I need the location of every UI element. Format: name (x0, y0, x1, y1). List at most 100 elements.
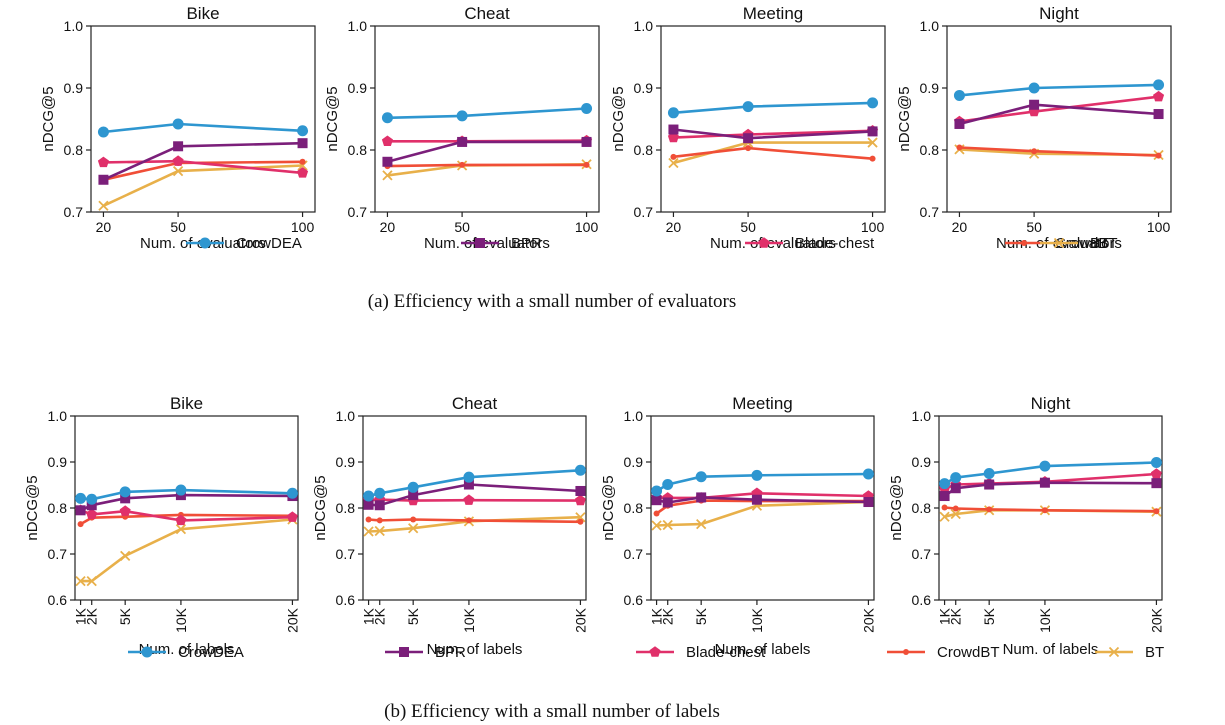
plot-frame (374, 25, 600, 213)
plot-frame (74, 415, 299, 601)
data-point (119, 486, 131, 498)
data-point (939, 491, 950, 502)
y-tick-label: 0.6 (336, 592, 356, 608)
data-point (119, 505, 131, 516)
y-axis-label: nDCG@5 (40, 86, 57, 151)
data-point (662, 479, 674, 491)
y-tick-label: 0.9 (336, 454, 356, 470)
chart-title: Cheat (452, 394, 498, 413)
legend-label: Blade-chest (795, 235, 875, 252)
data-point (950, 472, 962, 484)
x-tick-label: 1K (937, 607, 953, 625)
y-axis-label: nDCG@5 (896, 86, 913, 151)
x-tick-label: 5K (981, 607, 997, 625)
data-point (983, 468, 995, 479)
data-point (742, 101, 754, 113)
chart-title: Night (1031, 394, 1071, 413)
y-tick-label: 0.8 (920, 142, 940, 158)
series-bpr (954, 99, 1164, 129)
data-point (175, 514, 187, 526)
data-point (581, 102, 593, 114)
data-point (382, 170, 393, 181)
x-tick-label: 10K (1037, 607, 1053, 633)
x-tick-label: 5K (117, 607, 133, 625)
data-point (651, 495, 662, 506)
series-line (368, 483, 581, 507)
data-point (86, 508, 98, 520)
series-bt (75, 514, 298, 587)
legend-label: CrowdBT (1055, 235, 1118, 252)
data-point (1041, 507, 1048, 514)
legend-marker (399, 647, 409, 657)
data-point (1028, 82, 1040, 94)
plot-frame (946, 25, 1172, 213)
data-point (653, 510, 660, 517)
legend-label: BPR (435, 644, 466, 661)
data-point (583, 161, 590, 168)
x-tick-label: 20K (572, 607, 588, 633)
x-tick-label: 10K (749, 607, 765, 633)
legend-marker (141, 646, 153, 658)
y-tick-label: 1.0 (348, 18, 368, 34)
data-point (1031, 148, 1038, 155)
y-tick-label: 0.7 (920, 204, 940, 220)
y-tick-label: 0.8 (634, 142, 654, 158)
data-point (956, 144, 963, 151)
y-tick-label: 0.9 (634, 80, 654, 96)
y-tick-label: 0.7 (624, 546, 644, 562)
series-crowdea (75, 484, 298, 505)
data-point (670, 153, 677, 160)
data-point (75, 492, 87, 504)
data-point (98, 200, 109, 211)
data-point (175, 524, 187, 535)
legend-entry-crowdea: CrowDEA (128, 644, 244, 661)
series-line (655, 472, 869, 493)
series-bpr (939, 477, 1162, 502)
data-point (668, 124, 679, 135)
series-crowdea (363, 464, 586, 502)
x-tick-label: 20 (96, 219, 112, 235)
y-tick-label: 1.0 (624, 408, 644, 424)
x-tick-label: 100 (1147, 219, 1171, 235)
y-tick-label: 0.8 (336, 500, 356, 516)
y-axis-label: nDCG@5 (610, 86, 627, 151)
data-point (120, 493, 131, 504)
legend-b: CrowDEA BPR Blade-chest CrowdBT BT (128, 644, 1164, 661)
y-tick-label: 0.7 (48, 546, 68, 562)
data-point (365, 516, 372, 523)
y-tick-label: 0.6 (912, 592, 932, 608)
data-point (662, 497, 673, 508)
plot-frame (362, 415, 587, 601)
data-point (299, 158, 306, 165)
data-point (97, 156, 109, 168)
y-axis-label: nDCG@5 (600, 475, 617, 540)
data-point (984, 479, 995, 490)
data-point (1153, 90, 1165, 102)
x-tick-label: 1K (73, 607, 89, 625)
x-tick-label: 20K (284, 607, 300, 633)
series-crowdbt (384, 161, 590, 170)
series-blade-chest (75, 504, 298, 526)
legend-label: BT (1090, 235, 1109, 252)
legend-marker (199, 237, 211, 249)
legend-label: BT (1145, 644, 1164, 661)
y-tick-label: 0.8 (64, 142, 84, 158)
data-point (745, 145, 752, 152)
legend-entry-crowdbt: CrowdBT (1005, 235, 1118, 252)
series-blade-chest (953, 90, 1165, 127)
data-point (651, 485, 663, 497)
y-tick-label: 1.0 (48, 408, 68, 424)
data-point (382, 156, 393, 167)
legend-marker (649, 646, 661, 657)
series-line (943, 481, 1157, 498)
data-point (97, 126, 109, 138)
data-point (1153, 79, 1165, 91)
legend-entry-blade-chest: Blade-chest (636, 644, 766, 661)
caption-b: (b) Efficiency with a small number of la… (384, 701, 720, 722)
data-point (574, 464, 586, 476)
